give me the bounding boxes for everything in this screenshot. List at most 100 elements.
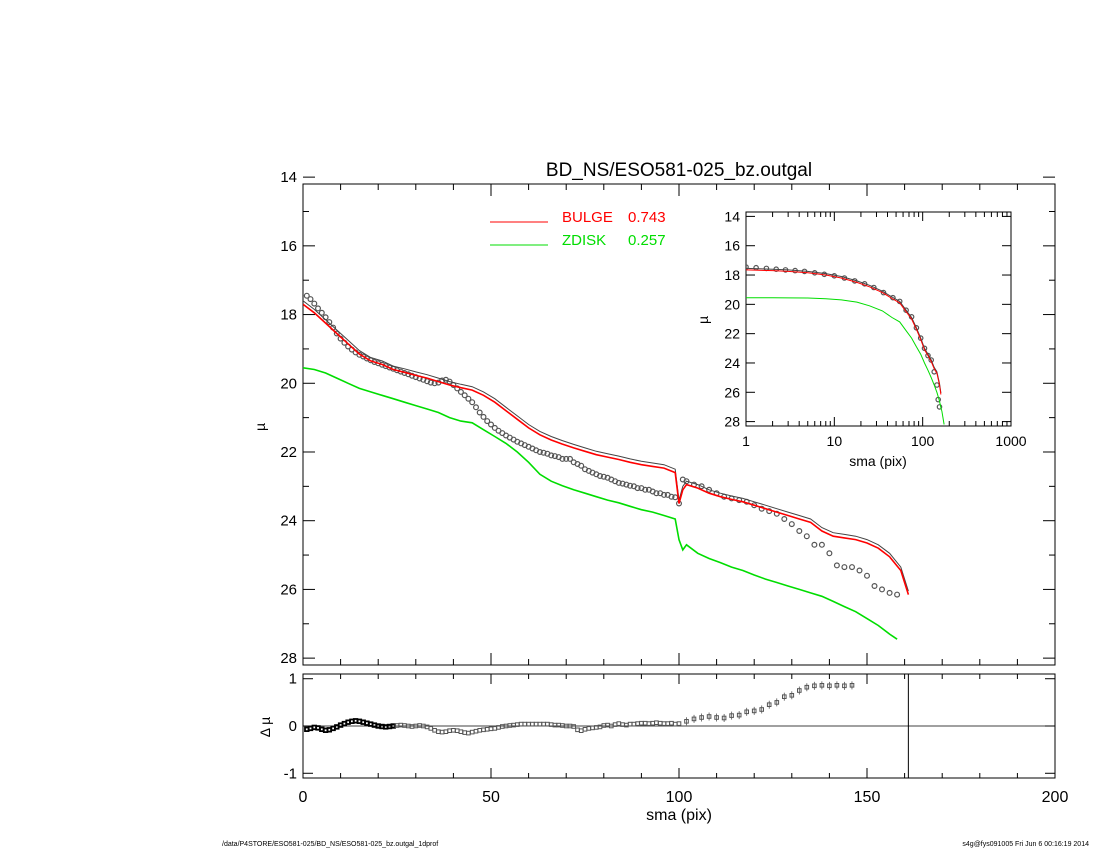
data-point bbox=[615, 479, 622, 486]
data-point bbox=[653, 490, 660, 497]
residual-point bbox=[842, 683, 847, 689]
residual-point bbox=[537, 721, 543, 727]
data-point bbox=[315, 305, 322, 312]
residual-point bbox=[462, 730, 467, 735]
data-point bbox=[623, 481, 630, 488]
data-point bbox=[473, 404, 480, 411]
residual-point bbox=[797, 688, 802, 693]
data-point bbox=[781, 515, 788, 522]
residual-point bbox=[500, 724, 505, 729]
data-point bbox=[634, 485, 641, 492]
data-point bbox=[600, 473, 607, 480]
data-point bbox=[326, 319, 333, 326]
residual-point bbox=[526, 721, 531, 727]
data-point bbox=[894, 591, 901, 598]
residual-point bbox=[571, 724, 577, 729]
residual-point bbox=[639, 720, 644, 726]
main-ytick-label: 14 bbox=[280, 169, 297, 186]
residual-point bbox=[507, 723, 513, 728]
inset-ytick-label: 28 bbox=[724, 414, 740, 430]
residual-point bbox=[436, 729, 441, 735]
inset-ytick-label: 26 bbox=[724, 384, 740, 400]
data-point bbox=[698, 483, 705, 490]
data-point bbox=[548, 452, 555, 459]
data-point bbox=[427, 379, 434, 386]
residual-point bbox=[654, 720, 659, 726]
residual-point bbox=[458, 729, 464, 735]
data-point bbox=[307, 296, 314, 303]
residual-xtick-label: 200 bbox=[1042, 789, 1069, 806]
data-point bbox=[683, 478, 690, 485]
main-ytick-label: 18 bbox=[280, 307, 297, 324]
data-point bbox=[596, 473, 603, 480]
residual-point bbox=[721, 715, 727, 721]
residual-point bbox=[751, 708, 757, 714]
data-point bbox=[660, 491, 667, 498]
residual-point bbox=[684, 719, 689, 724]
residual-point bbox=[774, 700, 780, 705]
main-ytick-label: 22 bbox=[280, 444, 297, 461]
residual-point bbox=[454, 728, 460, 734]
inset-series-line-bulge bbox=[746, 269, 942, 395]
main-ytick-label: 24 bbox=[280, 513, 297, 530]
main-ytick-label: 28 bbox=[280, 650, 297, 667]
residual-point bbox=[804, 684, 810, 690]
inset-xtick-label: 1000 bbox=[995, 433, 1026, 449]
residual-point bbox=[669, 720, 674, 726]
residual-point bbox=[827, 683, 832, 689]
data-point bbox=[491, 424, 498, 431]
residual-point bbox=[812, 683, 817, 689]
residual-point bbox=[635, 721, 640, 726]
data-point bbox=[540, 449, 547, 456]
residual-point bbox=[849, 683, 855, 688]
data-point bbox=[627, 482, 634, 489]
legend-bulge-value: 0.743 bbox=[628, 209, 666, 226]
data-point bbox=[803, 533, 810, 540]
inset-ytick-label: 24 bbox=[724, 355, 740, 371]
residual-point bbox=[575, 727, 580, 733]
residual-xtick-label: 150 bbox=[854, 789, 881, 806]
data-point bbox=[642, 486, 649, 493]
residual-ytick-label: -1 bbox=[284, 765, 297, 782]
residual-point bbox=[672, 721, 678, 727]
data-point bbox=[469, 399, 476, 406]
residual-point bbox=[533, 721, 539, 727]
residual-point bbox=[782, 694, 787, 700]
residual-xlabel: sma (pix) bbox=[646, 807, 712, 824]
residual-point bbox=[627, 721, 633, 727]
main-frame bbox=[302, 183, 1056, 666]
inset-model-total-line bbox=[746, 267, 942, 394]
inset-xtick-label: 100 bbox=[911, 433, 935, 449]
residual-point bbox=[631, 721, 637, 727]
residual-point bbox=[819, 683, 825, 688]
residual-point bbox=[642, 720, 648, 726]
residual-xtick-label: 100 bbox=[666, 789, 693, 806]
data-point bbox=[578, 462, 585, 469]
residual-point bbox=[657, 720, 663, 726]
main-ylabel: µ bbox=[252, 423, 268, 431]
residual-point bbox=[443, 729, 449, 735]
residual-point bbox=[466, 730, 471, 736]
inset-data-point bbox=[746, 264, 749, 270]
residual-ylabel: Δ µ bbox=[257, 717, 273, 738]
residual-point bbox=[665, 721, 671, 726]
data-point bbox=[826, 550, 833, 557]
data-point bbox=[318, 309, 325, 316]
data-point bbox=[551, 453, 558, 460]
data-point bbox=[566, 455, 573, 462]
series-line-zdisk bbox=[303, 367, 898, 640]
main-panel: 14 16 18 20 22 24 26 28 µ bbox=[252, 169, 1056, 667]
inset-ytick-label: 22 bbox=[724, 326, 740, 342]
data-point bbox=[333, 330, 340, 337]
data-point bbox=[796, 527, 803, 534]
residual-point bbox=[417, 723, 422, 728]
main-ytick-label: 20 bbox=[280, 375, 297, 392]
data-point bbox=[619, 480, 626, 487]
residual-point bbox=[714, 715, 719, 720]
residual-point bbox=[541, 721, 546, 727]
legend-zdisk-value: 0.257 bbox=[628, 232, 666, 249]
inset-series-line-zdisk bbox=[746, 297, 945, 425]
data-point bbox=[536, 449, 543, 456]
residual-ytick-label: 0 bbox=[289, 718, 297, 735]
residual-xtick-label: 50 bbox=[482, 789, 500, 806]
